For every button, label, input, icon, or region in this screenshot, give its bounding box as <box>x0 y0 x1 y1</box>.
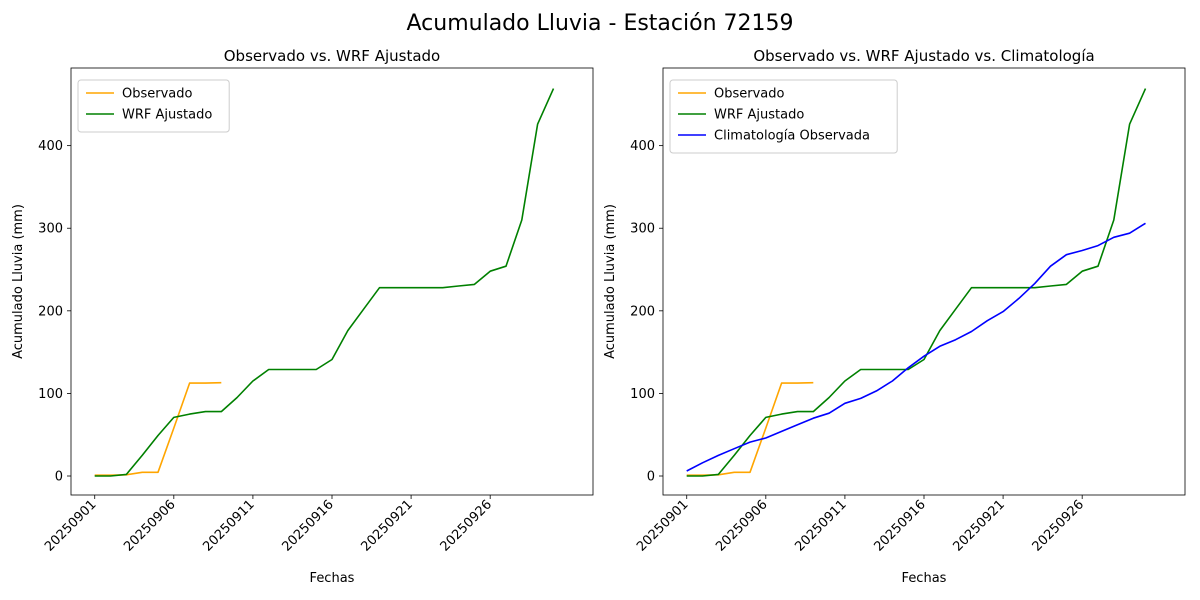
x-axis-label: Fechas <box>902 571 947 586</box>
x-tick-label: 20250911 <box>792 497 849 554</box>
y-tick-label: 100 <box>630 387 655 402</box>
y-tick-label: 0 <box>55 470 63 485</box>
series-line-wrf-ajustado <box>686 88 1147 477</box>
legend: Observado WRF Ajustado Climatología Observ… <box>669 79 898 154</box>
chart-title: Observado vs. WRF Ajustado <box>224 47 440 65</box>
y-axis-label: Acumulado Lluvia (mm) <box>11 204 26 359</box>
chart-panel-2: Observado vs. WRF Ajustado vs. Climatolo… <box>603 47 1186 586</box>
x-tick-label: 20250901 <box>634 497 691 554</box>
chart-panel-1: Observado vs. WRF Ajustado 0 100 200 300 400 2… <box>11 47 594 586</box>
legend-box <box>77 79 230 133</box>
x-tick-label: 20250916 <box>871 497 928 554</box>
legend-box <box>669 79 898 154</box>
y-tick-label: 200 <box>38 304 63 319</box>
y-tick-label: 200 <box>630 304 655 319</box>
y-tick-label: 0 <box>647 470 655 485</box>
y-tick-label: 400 <box>630 139 655 154</box>
chart-title: Observado vs. WRF Ajustado vs. Climatolo… <box>753 47 1094 65</box>
x-tick-label: 20250911 <box>200 497 257 554</box>
x-tick-label: 20250916 <box>279 497 336 554</box>
x-tick-label: 20250901 <box>42 497 99 554</box>
y-tick-label: 300 <box>38 222 63 237</box>
x-axis-label: Fechas <box>310 571 355 586</box>
x-tick-label: 20250906 <box>713 497 770 554</box>
x-tick-label: 20250906 <box>121 497 178 554</box>
legend: Observado WRF Ajustado <box>77 79 230 133</box>
series-line-wrf-ajustado <box>94 88 555 477</box>
series-line-climatologia-observada <box>686 222 1146 472</box>
x-tick-label: 20250926 <box>438 497 495 554</box>
y-axis-label: Acumulado Lluvia (mm) <box>603 204 618 359</box>
x-tick-label: 20250926 <box>1030 497 1087 554</box>
legend-label: Climatología Observada <box>714 129 870 144</box>
y-tick-label: 100 <box>38 387 63 402</box>
series-line-observado <box>94 381 222 477</box>
legend-label: WRF Ajustado <box>122 108 212 123</box>
y-tick-label: 300 <box>630 222 655 237</box>
x-tick-label: 20250921 <box>359 497 416 554</box>
x-tick-label: 20250921 <box>951 497 1008 554</box>
legend-label: Observado <box>714 87 785 102</box>
legend-label: WRF Ajustado <box>714 108 804 123</box>
y-tick-label: 400 <box>38 139 63 154</box>
figure-suptitle: Acumulado Lluvia - Estación 72159 <box>407 11 794 36</box>
legend-label: Observado <box>122 87 193 102</box>
